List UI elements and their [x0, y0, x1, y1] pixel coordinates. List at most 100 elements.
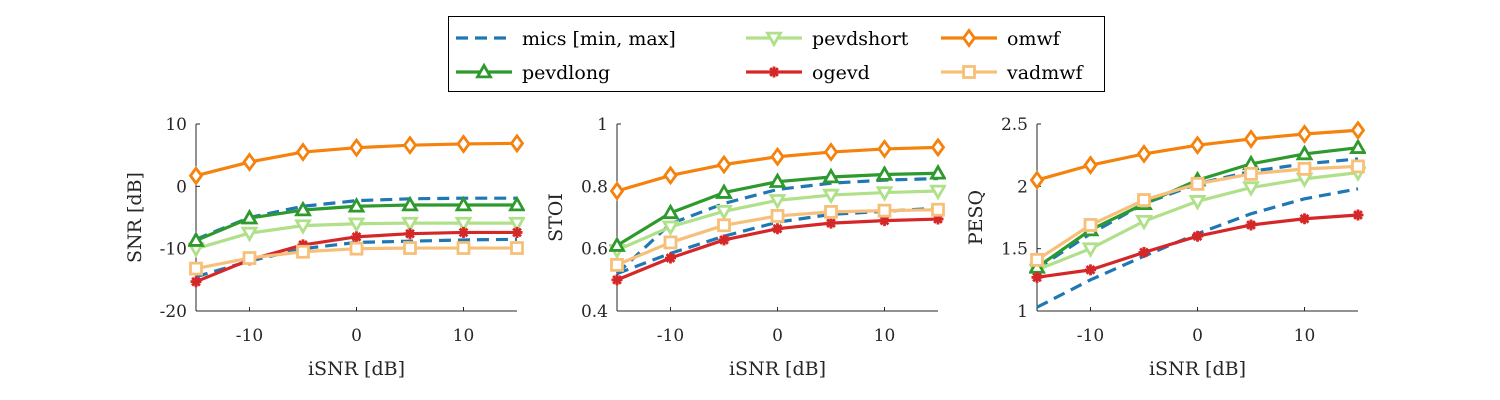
data-point [1031, 271, 1043, 283]
data-point [401, 216, 419, 233]
data-point [877, 139, 892, 159]
data-point [1295, 144, 1314, 161]
y-tick-label: 0.8 [581, 177, 608, 197]
data-point [1136, 144, 1152, 164]
data-point [347, 217, 366, 234]
legend-label: vadmwf [1006, 62, 1085, 84]
legend: mics [min, max] pevdshort omwf pevdlong ogev… [448, 16, 1105, 92]
data-point [877, 203, 892, 218]
data-point [508, 195, 525, 212]
data-point [1242, 181, 1260, 197]
data-point [1081, 242, 1100, 258]
legend-marker [475, 62, 493, 79]
panel-snr-db: -20 -10 0 10 -10 0 10 iSNR [dB] SNR [dB] [124, 115, 525, 380]
data-point [1297, 124, 1312, 144]
legend-entry-vadmwf: vadmwf [941, 62, 1085, 84]
y-tick-label: 0.4 [581, 302, 608, 322]
data-point [1352, 209, 1364, 221]
y-tick-label: -10 [160, 240, 187, 260]
data-point [1190, 135, 1205, 156]
legend-entry-omwf: omwf [941, 28, 1062, 50]
data-point [1137, 193, 1151, 207]
data-point [770, 209, 785, 223]
data-point [240, 226, 259, 243]
data-point [663, 165, 678, 186]
data-point [404, 228, 416, 240]
y-tick-label: -20 [160, 302, 187, 322]
legend-marker [765, 31, 783, 48]
y-tick-label: 0.6 [581, 240, 608, 260]
data-point [1245, 219, 1257, 231]
data-point [1351, 159, 1365, 174]
y-tick-label: 2.5 [1001, 115, 1028, 135]
data-point [661, 220, 680, 237]
data-point [347, 196, 366, 213]
data-point [240, 208, 259, 225]
data-point [190, 276, 202, 288]
legend-entry-pevdshort: pevdshort [746, 28, 909, 50]
legend-marker [961, 28, 977, 48]
data-point [716, 154, 732, 175]
plot-area [188, 133, 525, 288]
data-point [1188, 195, 1207, 211]
y-axis-label: SNR [dB] [124, 172, 146, 263]
data-point [610, 257, 624, 272]
data-point [768, 172, 787, 188]
series-pevdshort [188, 216, 525, 258]
data-point [456, 134, 471, 154]
series-line [195, 237, 518, 279]
data-point [611, 274, 623, 286]
data-point [510, 241, 524, 255]
data-point [456, 241, 471, 255]
legend-label: ogevd [812, 62, 870, 84]
x-axis-label: iSNR [dB] [308, 358, 405, 380]
data-point [1349, 138, 1366, 154]
series-pevdlong [188, 195, 525, 247]
series-pevdlong [609, 163, 946, 252]
data-point [1029, 170, 1045, 190]
data-point [509, 133, 525, 154]
data-point [823, 142, 839, 162]
data-point [189, 261, 203, 276]
data-point [1135, 214, 1153, 231]
data-point [1297, 161, 1312, 176]
y-tick-label: 1.5 [1001, 240, 1028, 260]
data-point [296, 244, 310, 259]
series-vadmwf [189, 241, 524, 276]
series-ogevd [611, 213, 944, 286]
data-point [1244, 166, 1258, 181]
data-point [715, 204, 733, 221]
data-point [824, 204, 838, 219]
x-tick-label: 0 [1192, 326, 1203, 346]
series-omwf [609, 137, 946, 201]
legend-label: mics [min, max] [522, 28, 676, 50]
x-tick-label: 0 [351, 326, 362, 346]
data-point [349, 241, 364, 256]
data-point [715, 183, 733, 199]
data-point [454, 195, 473, 212]
data-point [294, 219, 312, 235]
legend-marker [962, 65, 976, 79]
data-point [879, 215, 890, 227]
y-tick-label: 1 [597, 115, 608, 135]
data-point [1030, 252, 1044, 267]
series-mics-min-max-min [195, 237, 518, 279]
data-point [875, 165, 894, 181]
legend-label: omwf [1007, 28, 1062, 50]
legend-entry-ogevd: ogevd [746, 62, 870, 84]
data-point [1083, 218, 1098, 232]
panel-pesq: 1 1.5 2 2.5 -10 0 10 iSNR [dB] PESQ [965, 115, 1366, 380]
legend-marker [768, 66, 780, 78]
data-point [931, 202, 945, 217]
x-tick-label: -10 [236, 326, 263, 346]
series-vadmwf [610, 202, 945, 272]
legend-label: pevdshort [812, 28, 909, 50]
x-tick-label: 10 [453, 326, 475, 346]
data-point [401, 195, 419, 212]
x-tick-label: -10 [657, 326, 684, 346]
x-axis-label: iSNR [dB] [729, 358, 826, 380]
data-point [349, 137, 364, 158]
data-point [1299, 213, 1310, 225]
data-point [718, 234, 730, 246]
